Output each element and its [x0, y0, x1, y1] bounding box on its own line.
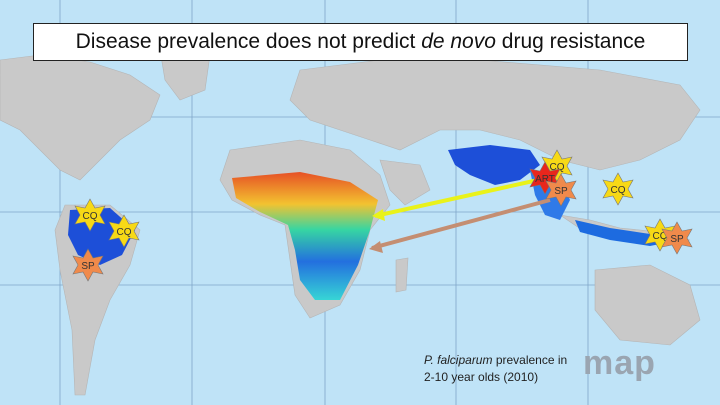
badge-label: SP — [81, 261, 95, 272]
arrowhead-brown — [369, 241, 383, 253]
madagascar — [395, 257, 409, 293]
australia — [594, 264, 701, 346]
map-logo: map — [583, 344, 656, 382]
badge-label: CQ — [83, 211, 98, 222]
badge-label: SP — [670, 234, 684, 245]
badge-label: CQ — [653, 231, 668, 242]
title-italic: de novo — [421, 30, 496, 53]
title-suffix: drug resistance — [501, 30, 646, 53]
badge-label: CQ — [550, 162, 565, 173]
resistance-arrows — [369, 178, 551, 253]
arrowhead-yellow — [372, 209, 385, 221]
badge: CQ — [602, 172, 634, 206]
arabia — [379, 159, 431, 206]
badge-label: CQ — [117, 227, 132, 238]
badge-label: ART — [535, 174, 555, 185]
caption-line1: prevalence in — [492, 353, 568, 367]
badge: CQ — [108, 214, 140, 248]
north-america — [0, 54, 161, 181]
badge: SP — [661, 221, 693, 255]
badge-label: SP — [554, 186, 568, 197]
badge: SP — [72, 248, 104, 282]
map-caption: P. falciparum prevalence in 2-10 year ol… — [424, 352, 594, 386]
badge-label: CQ — [611, 185, 626, 196]
india-prevalence — [448, 145, 540, 185]
caption-line2: 2-10 year olds (2010) — [424, 370, 539, 384]
badge: ART — [529, 161, 561, 195]
caption-species: P. falciparum — [424, 353, 493, 367]
resistance-badges: CQ CQ SP CQ ART SP — [72, 149, 693, 282]
africa-prevalence — [232, 172, 378, 300]
arrow-yellow — [374, 178, 539, 218]
badge: SP — [545, 173, 577, 207]
title-prefix: Disease prevalence does not predict — [75, 30, 416, 53]
slide-title: Disease prevalence does not predict de n… — [33, 23, 688, 61]
arrow-brown — [371, 198, 551, 250]
badge: CQ — [74, 198, 106, 232]
